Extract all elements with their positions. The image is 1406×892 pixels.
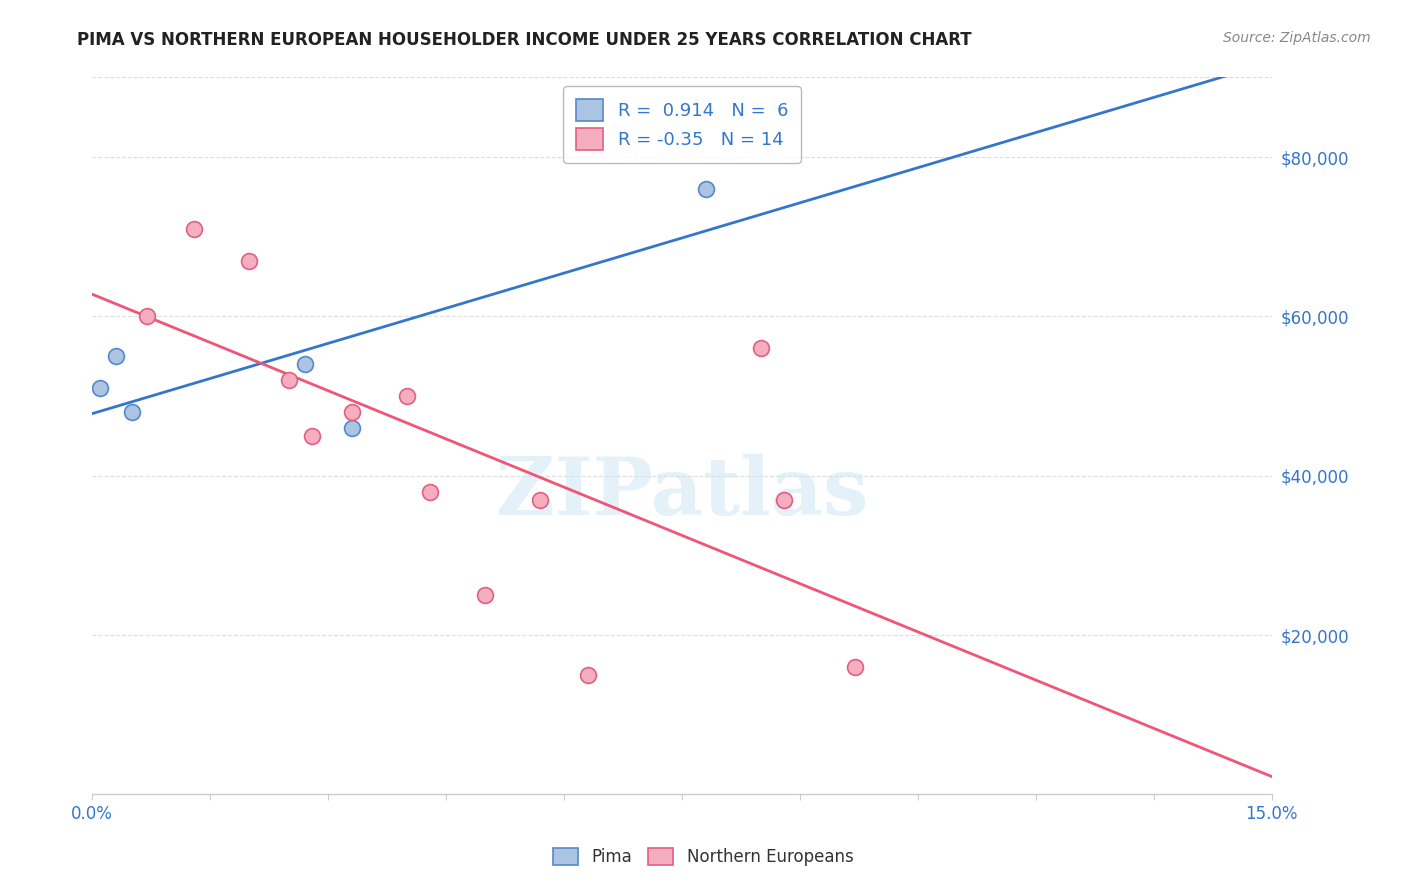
Point [576, 668, 599, 682]
Text: ZIPatlas: ZIPatlas [496, 454, 868, 533]
Point [183, 221, 205, 235]
Point [844, 660, 866, 674]
Point [121, 405, 143, 419]
Point [749, 341, 772, 355]
Point [136, 310, 159, 324]
Point [340, 405, 363, 419]
Point [474, 588, 496, 602]
Point [277, 373, 299, 387]
Text: Source: ZipAtlas.com: Source: ZipAtlas.com [1223, 31, 1371, 45]
Point [104, 349, 127, 363]
Point [773, 492, 796, 507]
Point [340, 421, 363, 435]
Point [294, 357, 316, 371]
Point [695, 182, 717, 196]
Point [419, 484, 441, 499]
Point [301, 429, 323, 443]
Point [89, 381, 111, 395]
Text: PIMA VS NORTHERN EUROPEAN HOUSEHOLDER INCOME UNDER 25 YEARS CORRELATION CHART: PIMA VS NORTHERN EUROPEAN HOUSEHOLDER IN… [77, 31, 972, 49]
Point [395, 389, 418, 403]
Point [238, 253, 260, 268]
Legend: R =  0.914   N =  6, R = -0.35   N = 14: R = 0.914 N = 6, R = -0.35 N = 14 [564, 87, 800, 163]
Legend: Pima, Northern Europeans: Pima, Northern Europeans [544, 840, 862, 875]
Point [529, 492, 551, 507]
